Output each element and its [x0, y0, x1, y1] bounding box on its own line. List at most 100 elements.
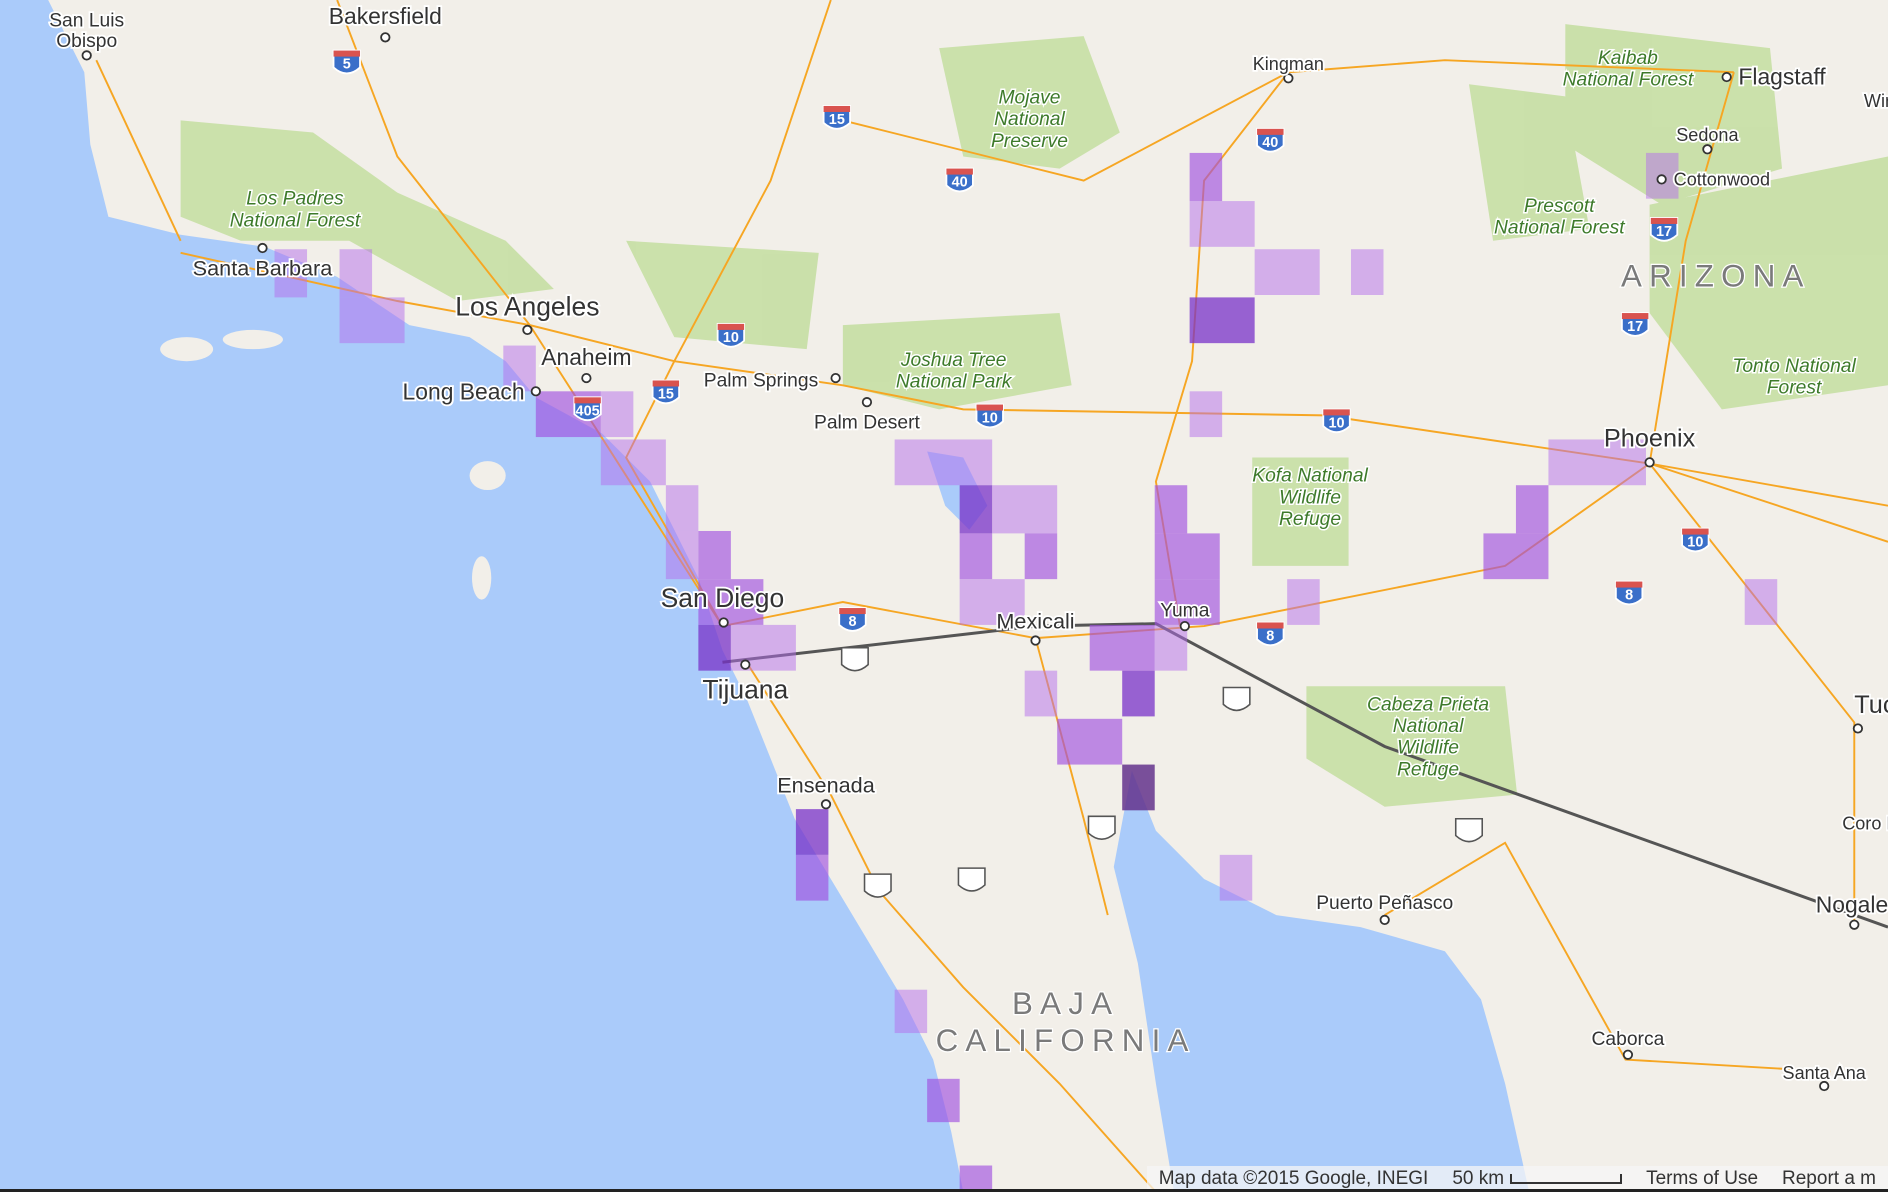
heat-cell [1189, 297, 1255, 344]
highway-shield-10: 10 [975, 403, 1004, 429]
heat-cell [1515, 485, 1549, 534]
park-label: Joshua Tree National Park [896, 350, 1013, 393]
heat-cell [795, 809, 829, 855]
city-label: Puerto Peñasco [1316, 893, 1453, 914]
city-label: Santa Ana [1783, 1063, 1867, 1083]
heat-cell [1024, 670, 1058, 717]
city-dot [830, 372, 841, 384]
svg-text:5: 5 [343, 57, 351, 73]
city-dot [1721, 71, 1732, 83]
city-dot [1379, 914, 1390, 926]
city-dot [257, 242, 268, 254]
heat-cell [1189, 201, 1255, 247]
city-label: Phoenix [1604, 425, 1696, 453]
city-label: San Diego [661, 583, 785, 613]
highway-shield-10: 10 [1681, 527, 1710, 553]
city-dot [1622, 1049, 1634, 1060]
bottom-border [0, 1189, 1888, 1192]
highway-shield-1: 1 [863, 873, 892, 898]
heat-cell [665, 485, 699, 531]
city-label: Mexicali [996, 609, 1074, 634]
region-label: ARIZONA [1621, 259, 1811, 294]
heat-cell [1189, 152, 1223, 202]
highway-shield-40: 40 [1256, 127, 1285, 153]
city-dot [718, 617, 729, 628]
highway-shield-5: 5 [1087, 815, 1116, 840]
heat-cell [1154, 533, 1220, 580]
svg-text:17: 17 [1627, 319, 1643, 335]
heat-cell [1122, 670, 1155, 717]
city-dot [581, 372, 592, 384]
heat-cell [1189, 391, 1223, 438]
city-label: Coro Nacio [1842, 814, 1888, 834]
svg-text:1: 1 [874, 880, 882, 896]
map-attribution-bar: Map data ©2015 Google, INEGI 50 km Terms… [1146, 1166, 1888, 1192]
city-label: Los Angeles [455, 291, 599, 321]
heatmap-layer [274, 152, 1778, 1192]
city-dot [81, 50, 92, 61]
heat-cell [959, 485, 993, 534]
svg-text:10: 10 [1687, 535, 1703, 551]
city-label: Palm Desert [814, 413, 921, 434]
highway-shield-8: 8 [1454, 817, 1484, 843]
scale-indicator[interactable]: 50 km [1440, 1168, 1634, 1190]
svg-text:10: 10 [1328, 415, 1344, 431]
city-label: Anaheim [541, 344, 631, 370]
svg-text:8: 8 [1465, 825, 1473, 841]
highway-shield-8: 8 [1614, 580, 1644, 606]
heat-cell [927, 1078, 960, 1123]
svg-text:40: 40 [1262, 135, 1278, 151]
terms-of-use-link[interactable]: Terms of Use [1646, 1168, 1759, 1189]
svg-text:40: 40 [952, 175, 968, 191]
city-dot [1030, 635, 1041, 646]
heat-cell [1287, 579, 1320, 625]
heat-cell [698, 624, 731, 671]
heat-cell [795, 854, 829, 901]
svg-text:8: 8 [1266, 629, 1274, 645]
city-dot [740, 659, 751, 670]
svg-text:8: 8 [1625, 588, 1633, 604]
city-dot [530, 386, 541, 397]
park-label: Kaibab National Forest [1563, 48, 1695, 91]
highway-shield-8: 8 [838, 607, 867, 632]
map-data-text: Map data ©2015 Google, INEGI [1158, 1168, 1429, 1189]
city-dot [1179, 620, 1190, 632]
channel-islands [160, 329, 506, 600]
city-label: Tijuana [702, 674, 788, 704]
highway-shield-10: 10 [716, 322, 746, 348]
city-dot [380, 32, 391, 43]
heat-cell [1548, 439, 1646, 486]
report-map-error-link[interactable]: Report a m [1782, 1168, 1876, 1189]
highway-shield-17: 17 [1649, 217, 1679, 242]
city-label: Sedona [1676, 125, 1739, 145]
highway-shield-10: 10 [1322, 408, 1351, 434]
svg-text:17: 17 [1656, 224, 1672, 240]
park-label: Los Padres National Forest [230, 189, 362, 232]
city-label: Caborca [1592, 1029, 1665, 1050]
city-label: Santa Barbara [193, 256, 334, 281]
scale-bar [1510, 1173, 1623, 1184]
heat-cell [1024, 533, 1058, 580]
heat-cell [274, 249, 308, 298]
highway-shield-2D: 2D [840, 646, 869, 672]
city-label: Bakersfield [329, 3, 442, 29]
city-label: San Luis Obispo [49, 10, 124, 51]
heat-cell [1154, 485, 1188, 534]
city-dot [1644, 457, 1655, 468]
region-label: CALIFORNIA [936, 1023, 1196, 1058]
heat-cell [600, 391, 634, 438]
park-label: Tonto National Forest [1732, 356, 1856, 399]
heat-cell [1122, 764, 1155, 811]
heat-cell [1350, 249, 1384, 295]
svg-text:8: 8 [848, 614, 856, 630]
heat-cell [1219, 854, 1253, 901]
city-dot [1283, 73, 1294, 84]
parks [180, 24, 1888, 807]
svg-text:15: 15 [829, 112, 845, 128]
city-dot [1819, 1080, 1830, 1092]
heat-cell [1154, 579, 1220, 625]
highway-shield-5: 5 [332, 49, 361, 75]
city-label: Win [1864, 91, 1888, 111]
highway-shield-405: 405 [573, 396, 602, 422]
